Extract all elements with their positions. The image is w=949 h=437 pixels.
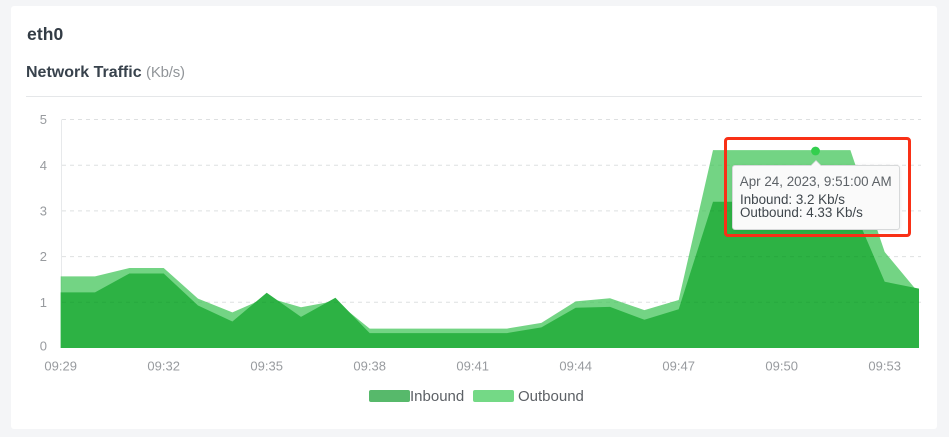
svg-text:09:41: 09:41 [456,359,489,374]
svg-text:4: 4 [40,158,47,173]
svg-text:09:32: 09:32 [147,359,180,374]
svg-text:3: 3 [40,204,47,219]
svg-text:0: 0 [40,339,47,354]
svg-text:09:44: 09:44 [559,359,592,374]
svg-text:09:35: 09:35 [250,359,283,374]
svg-text:09:38: 09:38 [353,359,386,374]
svg-text:09:50: 09:50 [765,359,798,374]
svg-text:2: 2 [40,249,47,264]
svg-text:09:53: 09:53 [868,359,901,374]
svg-text:1: 1 [40,295,47,310]
svg-text:09:29: 09:29 [44,359,77,374]
svg-text:5: 5 [40,112,47,127]
svg-text:09:47: 09:47 [662,359,695,374]
